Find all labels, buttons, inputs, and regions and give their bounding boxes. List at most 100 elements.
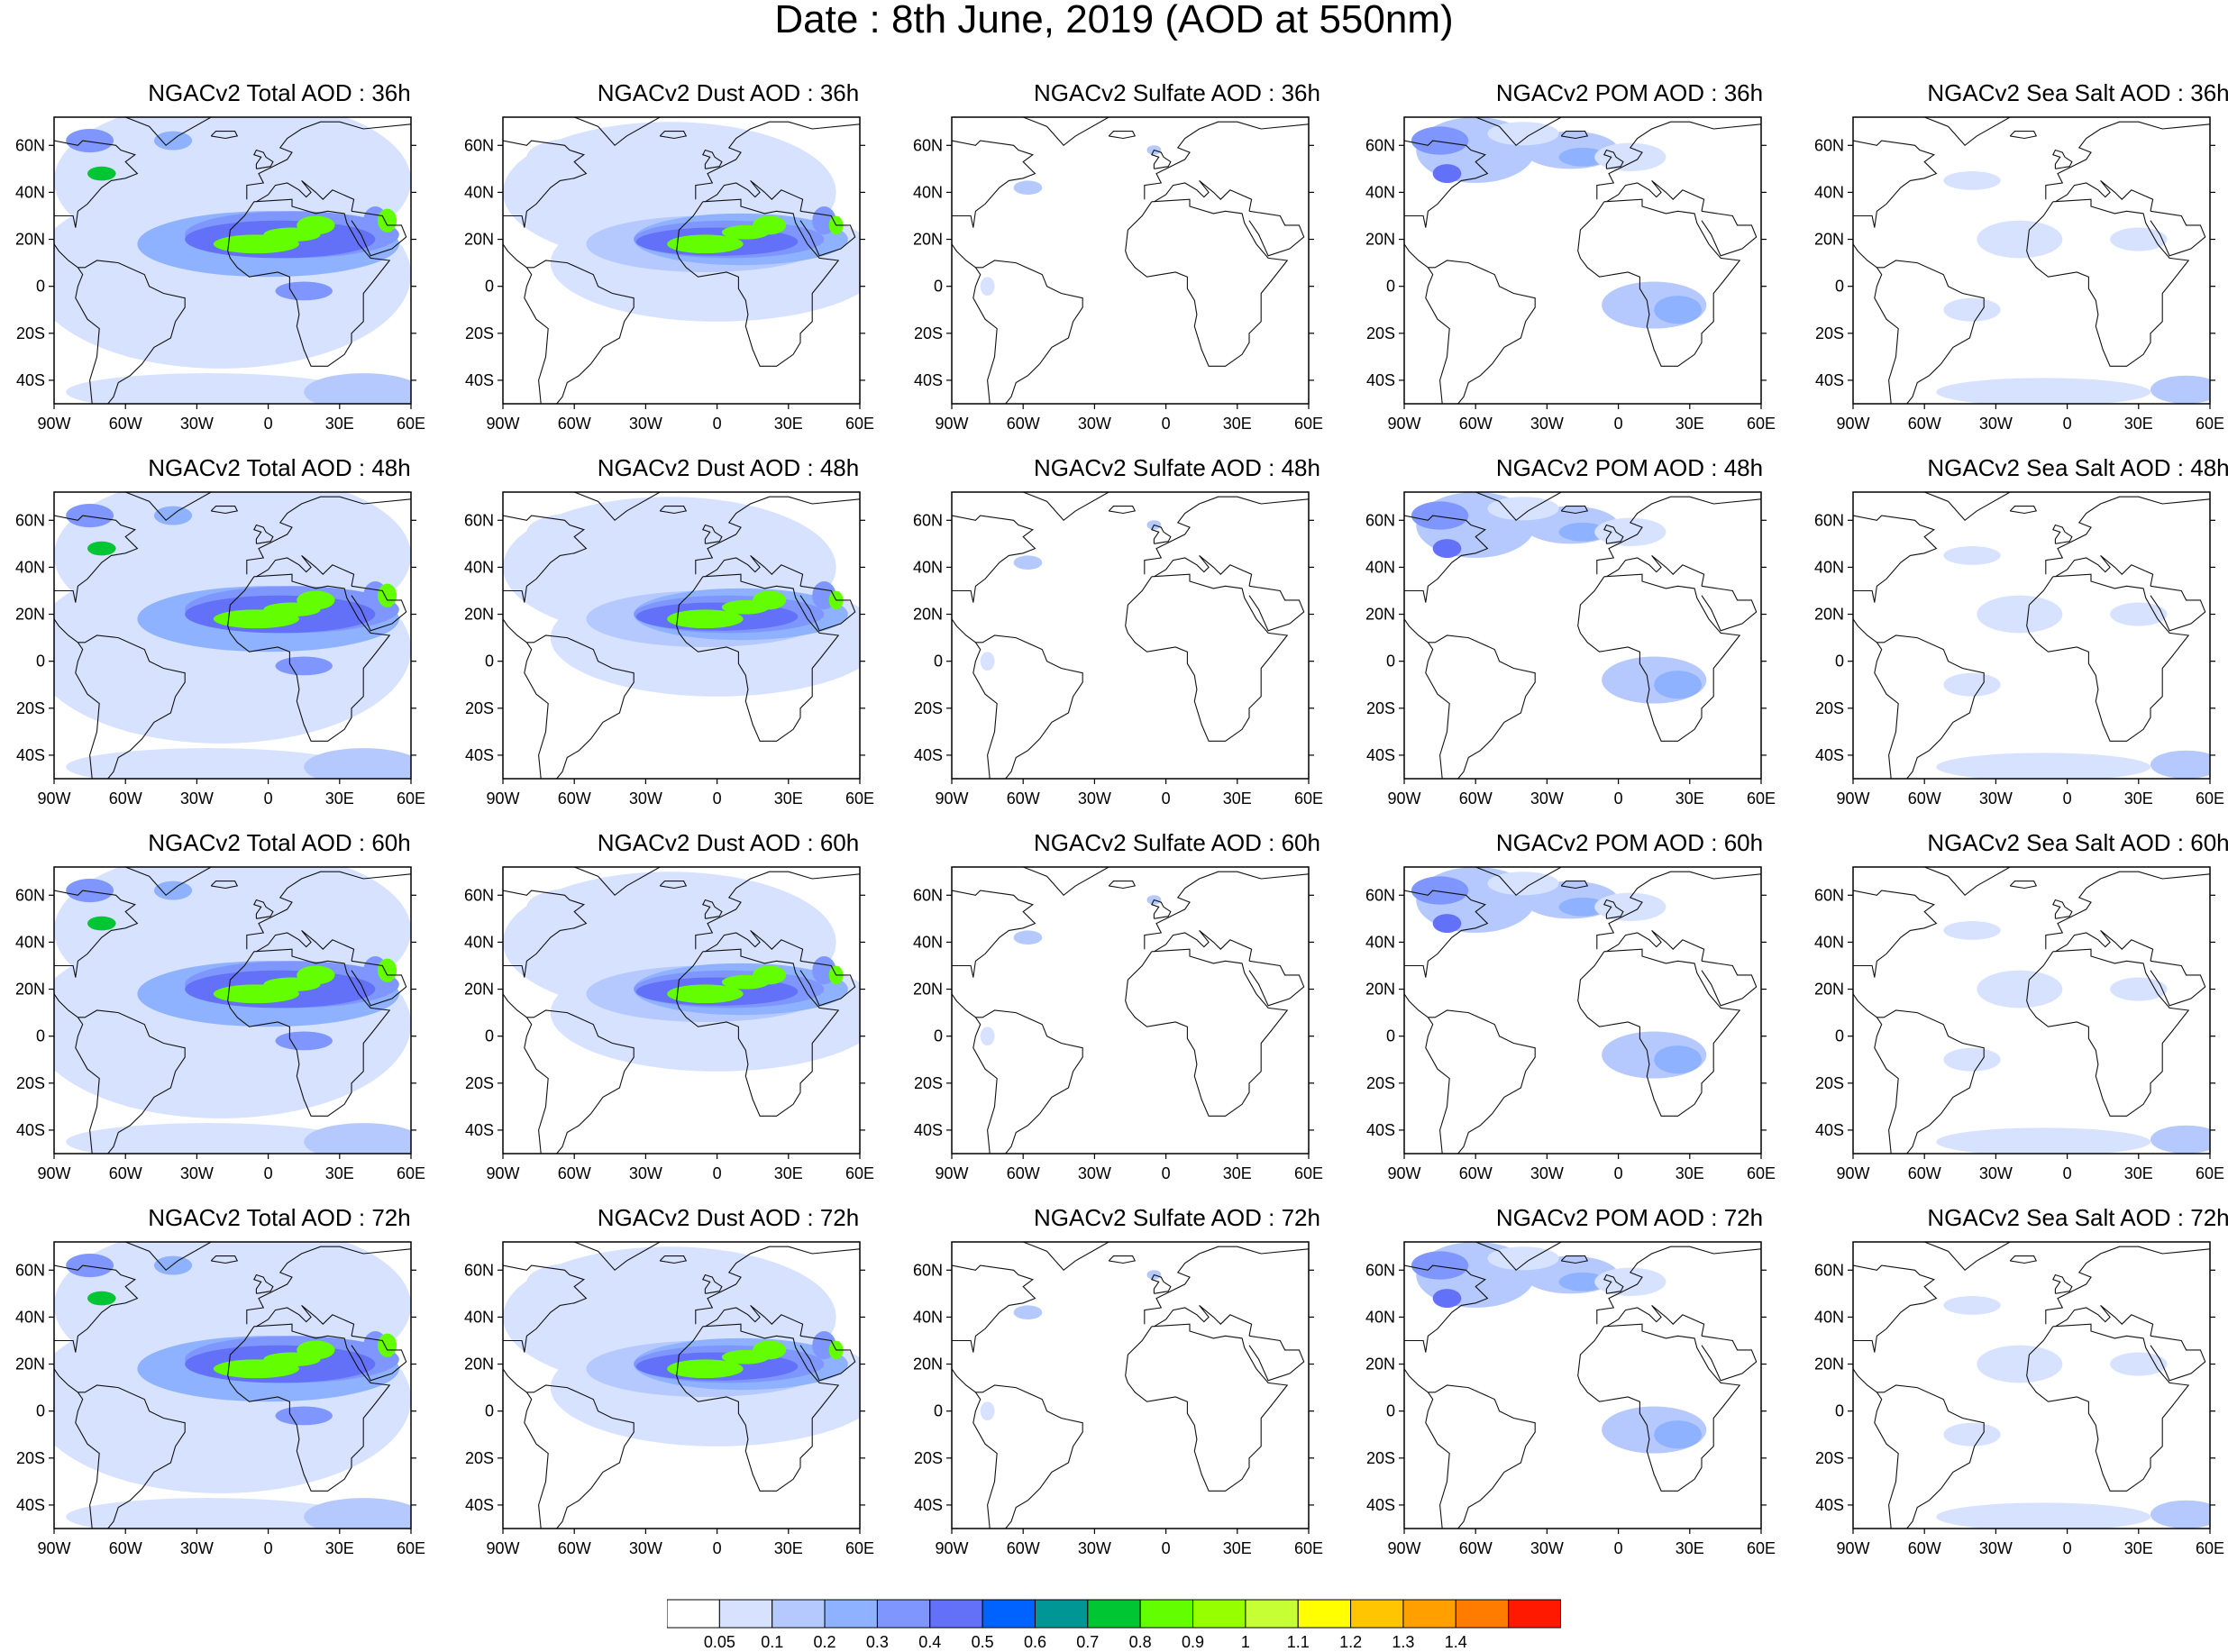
colorbar-swatch	[1192, 1599, 1246, 1629]
colorbar-swatch	[982, 1599, 1036, 1629]
lon-tick-label: 30W	[629, 1164, 662, 1182]
panel-title: NGACv2 Dust AOD : 36h	[597, 79, 860, 106]
aod-region	[66, 129, 114, 153]
coastline	[503, 993, 635, 1154]
coastline	[1895, 492, 2011, 522]
map-frame	[1403, 1241, 1762, 1529]
coastline	[2045, 1246, 2210, 1325]
panel-title: NGACv2 Sulfate AOD : 72h	[1034, 1204, 1320, 1231]
lon-tick-label: 0	[713, 789, 722, 808]
colorbar-label: 1.1	[1286, 1633, 1310, 1651]
coastline	[2026, 1323, 2190, 1492]
aod-region	[66, 879, 114, 903]
lon-tick-label: 60E	[2196, 1539, 2224, 1557]
colorbar-swatch	[1350, 1599, 1404, 1629]
lon-tick-label: 30E	[774, 1164, 803, 1182]
lat-tick-label: 40S	[1815, 1121, 1844, 1139]
lat-tick-label: 0	[1835, 653, 1844, 671]
coastline	[1606, 554, 1705, 587]
lon-tick-label: 90W	[1836, 1164, 1869, 1182]
coastline	[1596, 121, 1761, 200]
map-panel: NGACv2 Sea Salt AOD : 48h 60N 40N 20N 0 20S 40…	[1814, 454, 2228, 824]
map-frame	[1403, 491, 1762, 780]
lat-tick-label: 20S	[465, 1449, 494, 1467]
lat-tick-label: 60N	[15, 1261, 45, 1279]
lat-tick-label: 40S	[16, 746, 45, 764]
figure-title: Date : 8th June, 2019 (AOD at 550nm)	[774, 0, 1454, 41]
lon-tick-label: 60W	[558, 1164, 591, 1182]
panel-title: NGACv2 POM AOD : 72h	[1495, 1204, 1764, 1231]
aod-region	[1558, 522, 1607, 542]
lat-tick-label: 40N	[913, 183, 943, 201]
aod-map: 60N 40N 20N 0 20S 40S 90W 60W 30W 0 30E 60E	[1365, 491, 1776, 808]
coastline	[1154, 554, 1253, 587]
lon-tick-label: 0	[264, 789, 273, 808]
lon-tick-label: 90W	[1836, 1539, 1869, 1557]
aod-region	[753, 1340, 787, 1360]
aod-region	[1977, 595, 2063, 634]
aod-region	[275, 656, 333, 676]
coastline	[2045, 496, 2210, 575]
lon-tick-label: 0	[2063, 415, 2072, 433]
lat-tick-label: 40N	[1365, 558, 1395, 576]
lon-tick-label: 30E	[774, 415, 803, 433]
colorbar-swatch	[718, 1599, 773, 1629]
lon-tick-label: 0	[2063, 789, 2072, 808]
map-panel: NGACv2 Sulfate AOD : 60h 60N 40N 20N 0 20S 40S…	[913, 829, 1402, 1199]
lon-tick-label: 30W	[629, 415, 662, 433]
coastline	[1404, 1368, 1536, 1529]
map-panel: NGACv2 Sea Salt AOD : 36h 60N 40N 20N 0 20S 40…	[1814, 79, 2228, 449]
lat-tick-label: 0	[36, 653, 45, 671]
coastline	[2009, 1255, 2038, 1264]
aod-map: 60N 40N 20N 0 20S 40S 90W 60W 30W 0 30E 60E	[1365, 866, 1776, 1182]
coastline	[1151, 1273, 1172, 1294]
lat-tick-label: 20S	[16, 699, 45, 717]
lon-tick-label: 90W	[935, 415, 968, 433]
lat-tick-label: 40N	[1814, 1308, 1844, 1326]
coastline	[2055, 929, 2154, 962]
lat-tick-label: 0	[485, 278, 494, 296]
aod-region	[1943, 1295, 2001, 1315]
colorbar-label: 0.3	[865, 1633, 889, 1651]
coastline	[1248, 210, 1305, 257]
lat-tick-label: 0	[934, 278, 943, 296]
coastline	[1596, 871, 1761, 950]
lat-tick-label: 40S	[465, 1496, 494, 1514]
lat-tick-label: 60N	[464, 511, 494, 529]
lon-tick-label: 30W	[180, 1164, 214, 1182]
lon-tick-label: 30W	[1979, 415, 2013, 433]
aod-region	[66, 748, 352, 779]
lat-tick-label: 0	[1386, 653, 1395, 671]
lat-tick-label: 20N	[464, 1355, 494, 1374]
coastline	[1596, 1246, 1761, 1325]
aod-region	[1977, 1345, 2063, 1383]
aod-region	[2150, 750, 2210, 779]
aod-region	[1936, 378, 2150, 404]
lon-tick-label: 60W	[1908, 1164, 1941, 1182]
lat-tick-label: 20S	[914, 1074, 943, 1092]
coastline	[1603, 149, 1624, 169]
lon-tick-label: 30W	[1530, 415, 1564, 433]
lon-tick-label: 30W	[1979, 789, 2013, 808]
panel-title: NGACv2 Sulfate AOD : 60h	[1034, 829, 1320, 856]
aod-region	[526, 888, 622, 926]
aod-region	[1943, 1047, 2001, 1072]
map-panel: NGACv2 Dust AOD : 36h 60N 40N 20N 0 20S 40S 90W…	[464, 79, 954, 449]
colorbar-label: 0.7	[1076, 1633, 1100, 1651]
coastline	[1577, 1323, 1741, 1492]
coastline	[1248, 1335, 1305, 1382]
coastline	[1701, 960, 1758, 1007]
lon-tick-label: 30E	[774, 1539, 803, 1557]
coastline	[659, 881, 688, 890]
lon-tick-label: 30E	[1676, 1539, 1704, 1557]
aod-region	[304, 373, 411, 404]
coastline	[246, 496, 411, 575]
coastline	[1151, 524, 1172, 544]
aod-map: 60N 40N 20N 0 20S 40S 90W 60W 30W 0 30E 60E	[1814, 116, 2224, 433]
map-frame	[502, 116, 861, 405]
lat-tick-label: 0	[934, 1402, 943, 1420]
coastline	[695, 121, 860, 200]
colorbar-label: 1.4	[1444, 1633, 1467, 1651]
coastline	[1577, 198, 1741, 367]
